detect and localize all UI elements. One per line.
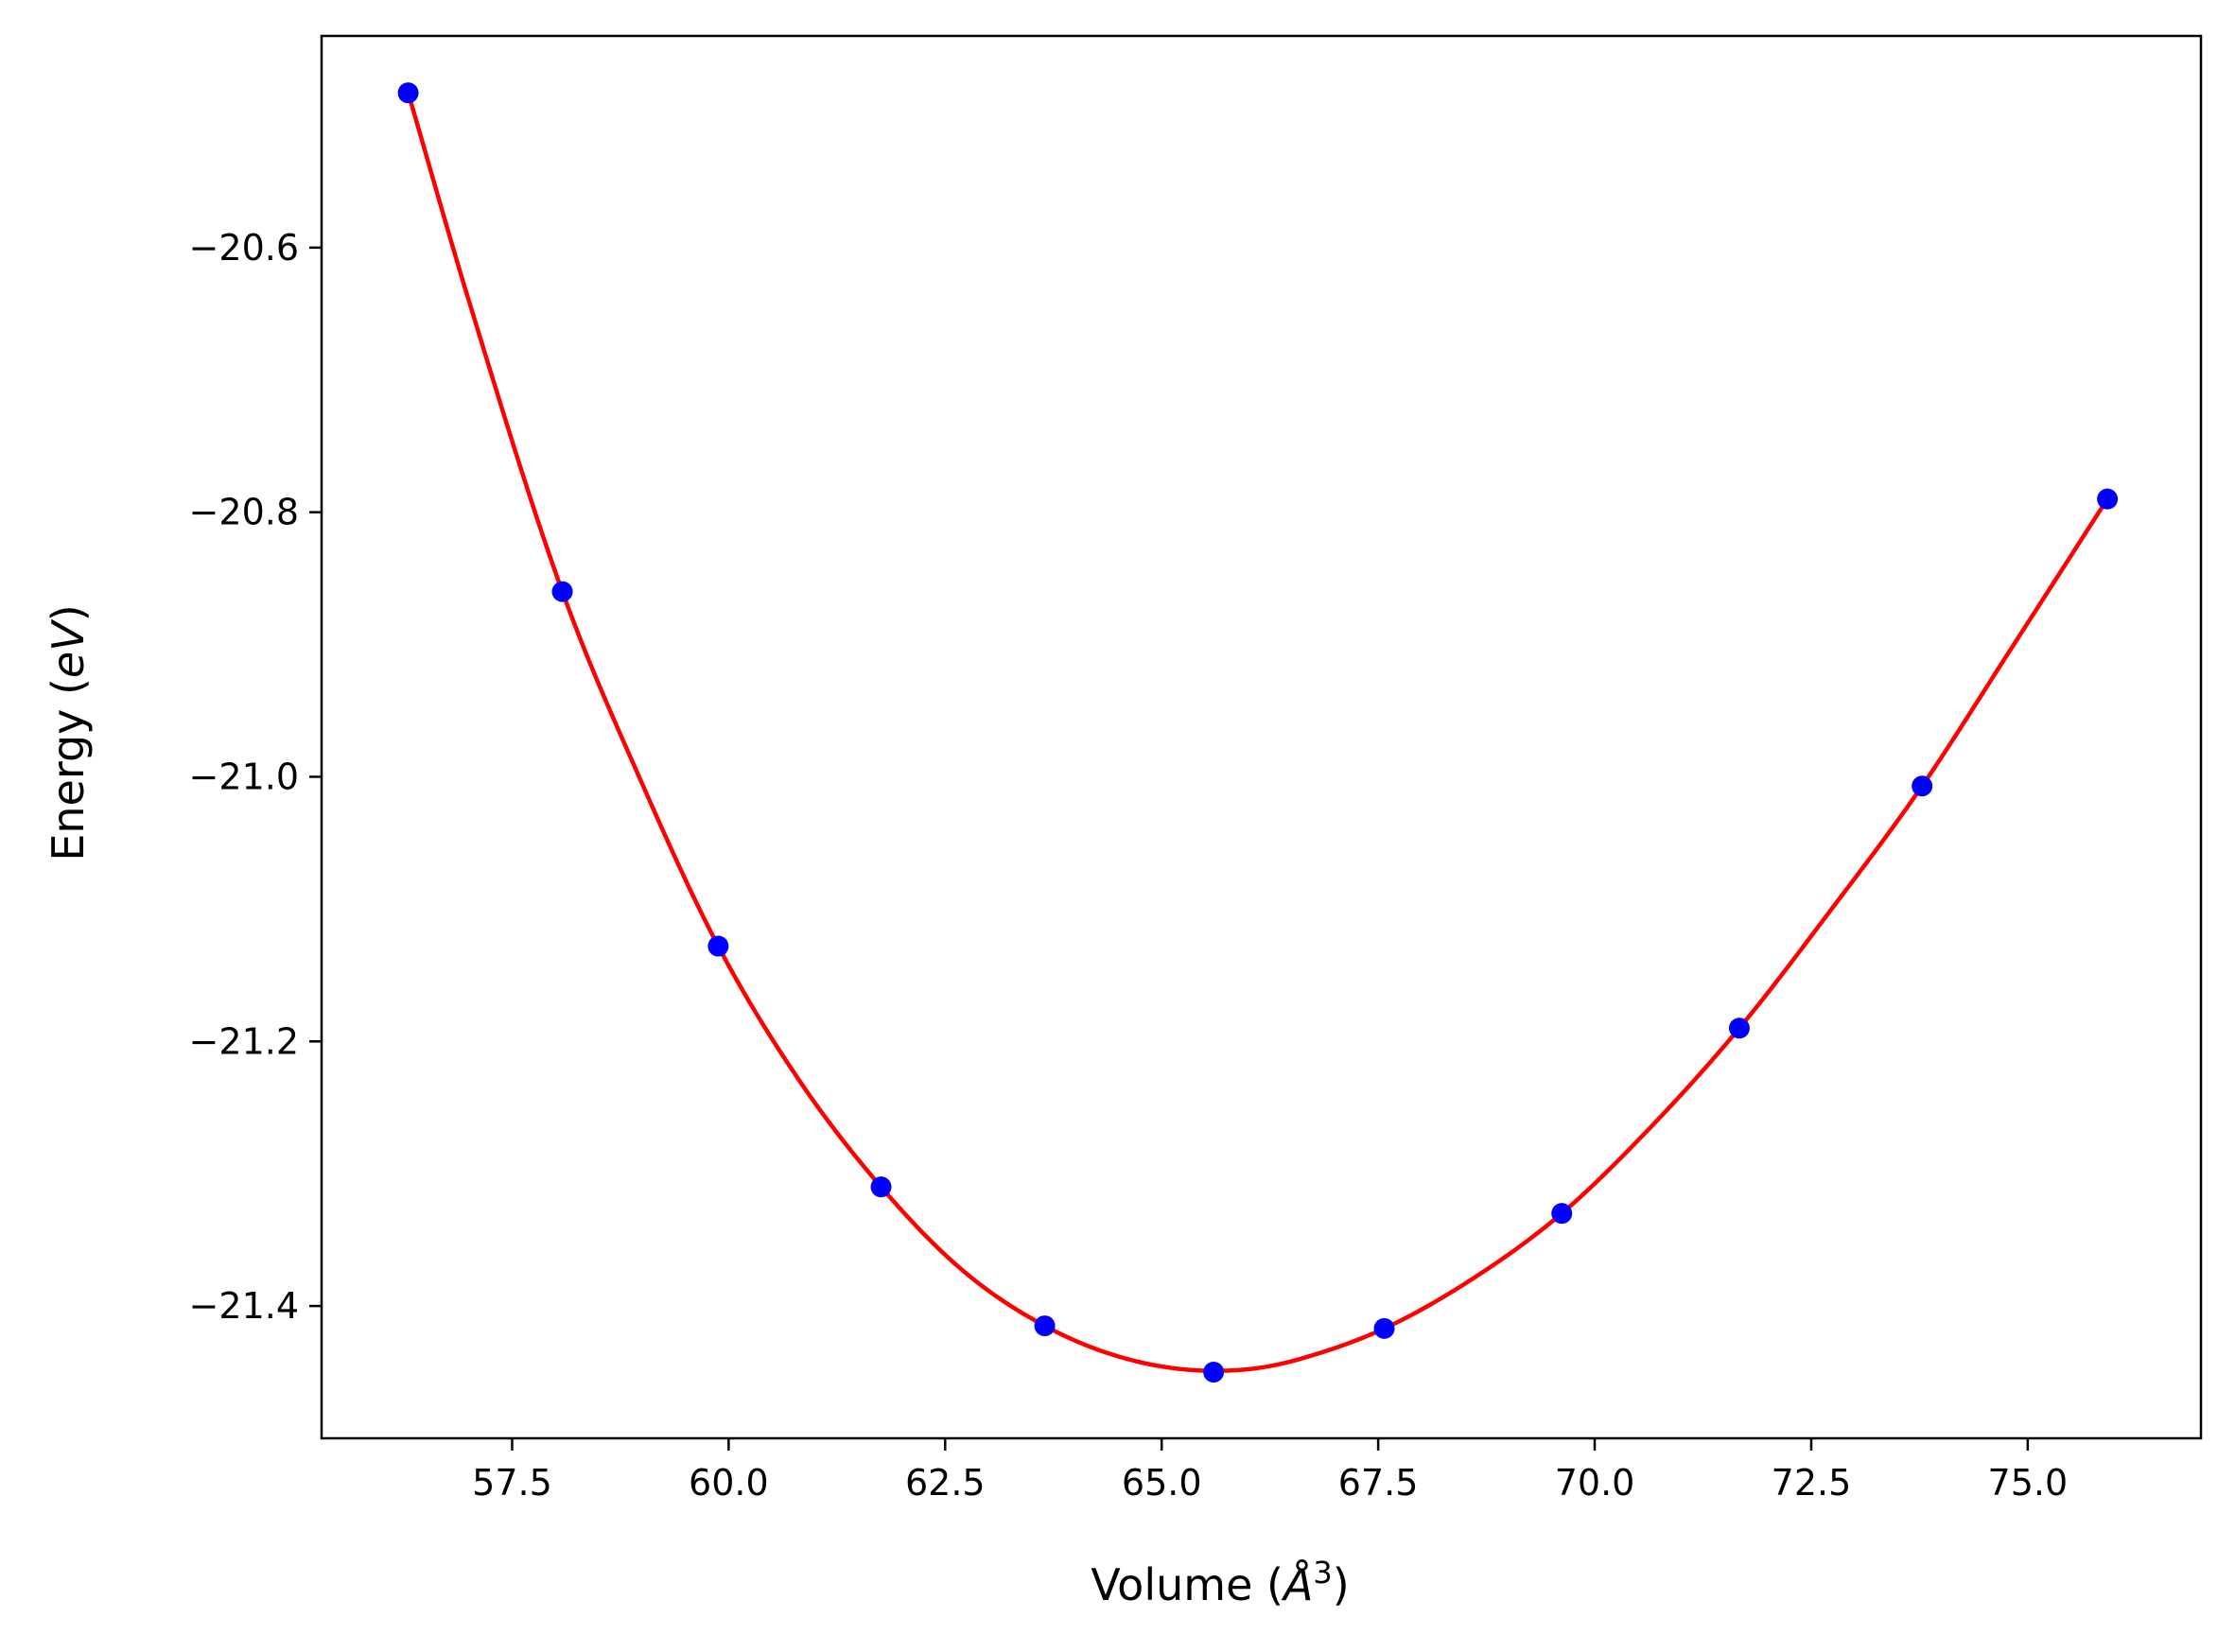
data-point [707,935,729,957]
plot-area-frame [320,34,2203,1440]
x-tick-label: 57.5 [472,1462,552,1504]
x-axis-label-main: Volume ( [1091,1559,1283,1610]
x-axis: 57.5 60.0 62.5 65.0 67.5 70.0 72.5 75.0 [472,1438,2068,1504]
y-axis-label-unit: eV [43,618,94,678]
x-tick-label: 65.0 [1122,1462,1202,1504]
x-tick-label: 70.0 [1555,1462,1635,1504]
x-axis-label-end: ) [1333,1559,1350,1610]
x-axis-label: Volume (Å3) [1091,1555,1349,1610]
y-tick-label: −20.8 [189,492,299,533]
data-point [870,1176,892,1198]
x-tick-label: 62.5 [905,1462,986,1504]
y-tick-label: −21.0 [189,756,299,797]
data-point [1034,1315,1056,1337]
y-tick-label: −20.6 [189,227,299,269]
data-points-layer [397,82,2119,1383]
x-tick-label: 67.5 [1338,1462,1419,1504]
x-axis-label-unit: Å [1281,1559,1313,1610]
data-point [1203,1362,1225,1383]
data-point [2097,488,2119,510]
data-point [1373,1317,1395,1339]
data-point [1551,1203,1573,1225]
y-tick-label: −21.2 [189,1020,299,1062]
data-point [1728,1017,1750,1039]
data-point [1912,775,1933,797]
x-axis-label-superscript: 3 [1313,1555,1332,1591]
y-axis: −20.6 −20.8 −21.0 −21.2 −21.4 [189,227,322,1327]
x-tick-label: 75.0 [1988,1462,2069,1504]
y-axis-label-end: ) [43,604,94,621]
data-point [397,82,419,104]
x-tick-label: 60.0 [689,1462,769,1504]
y-tick-label: −21.4 [189,1285,299,1327]
y-axis-label-main: Energy ( [43,678,94,861]
fit-curve-line [406,90,2110,1373]
y-axis-label: Energy (eV) [43,604,94,861]
data-point [551,581,573,602]
x-tick-label: 72.5 [1772,1462,1852,1504]
fit-curve-layer [406,90,2110,1373]
